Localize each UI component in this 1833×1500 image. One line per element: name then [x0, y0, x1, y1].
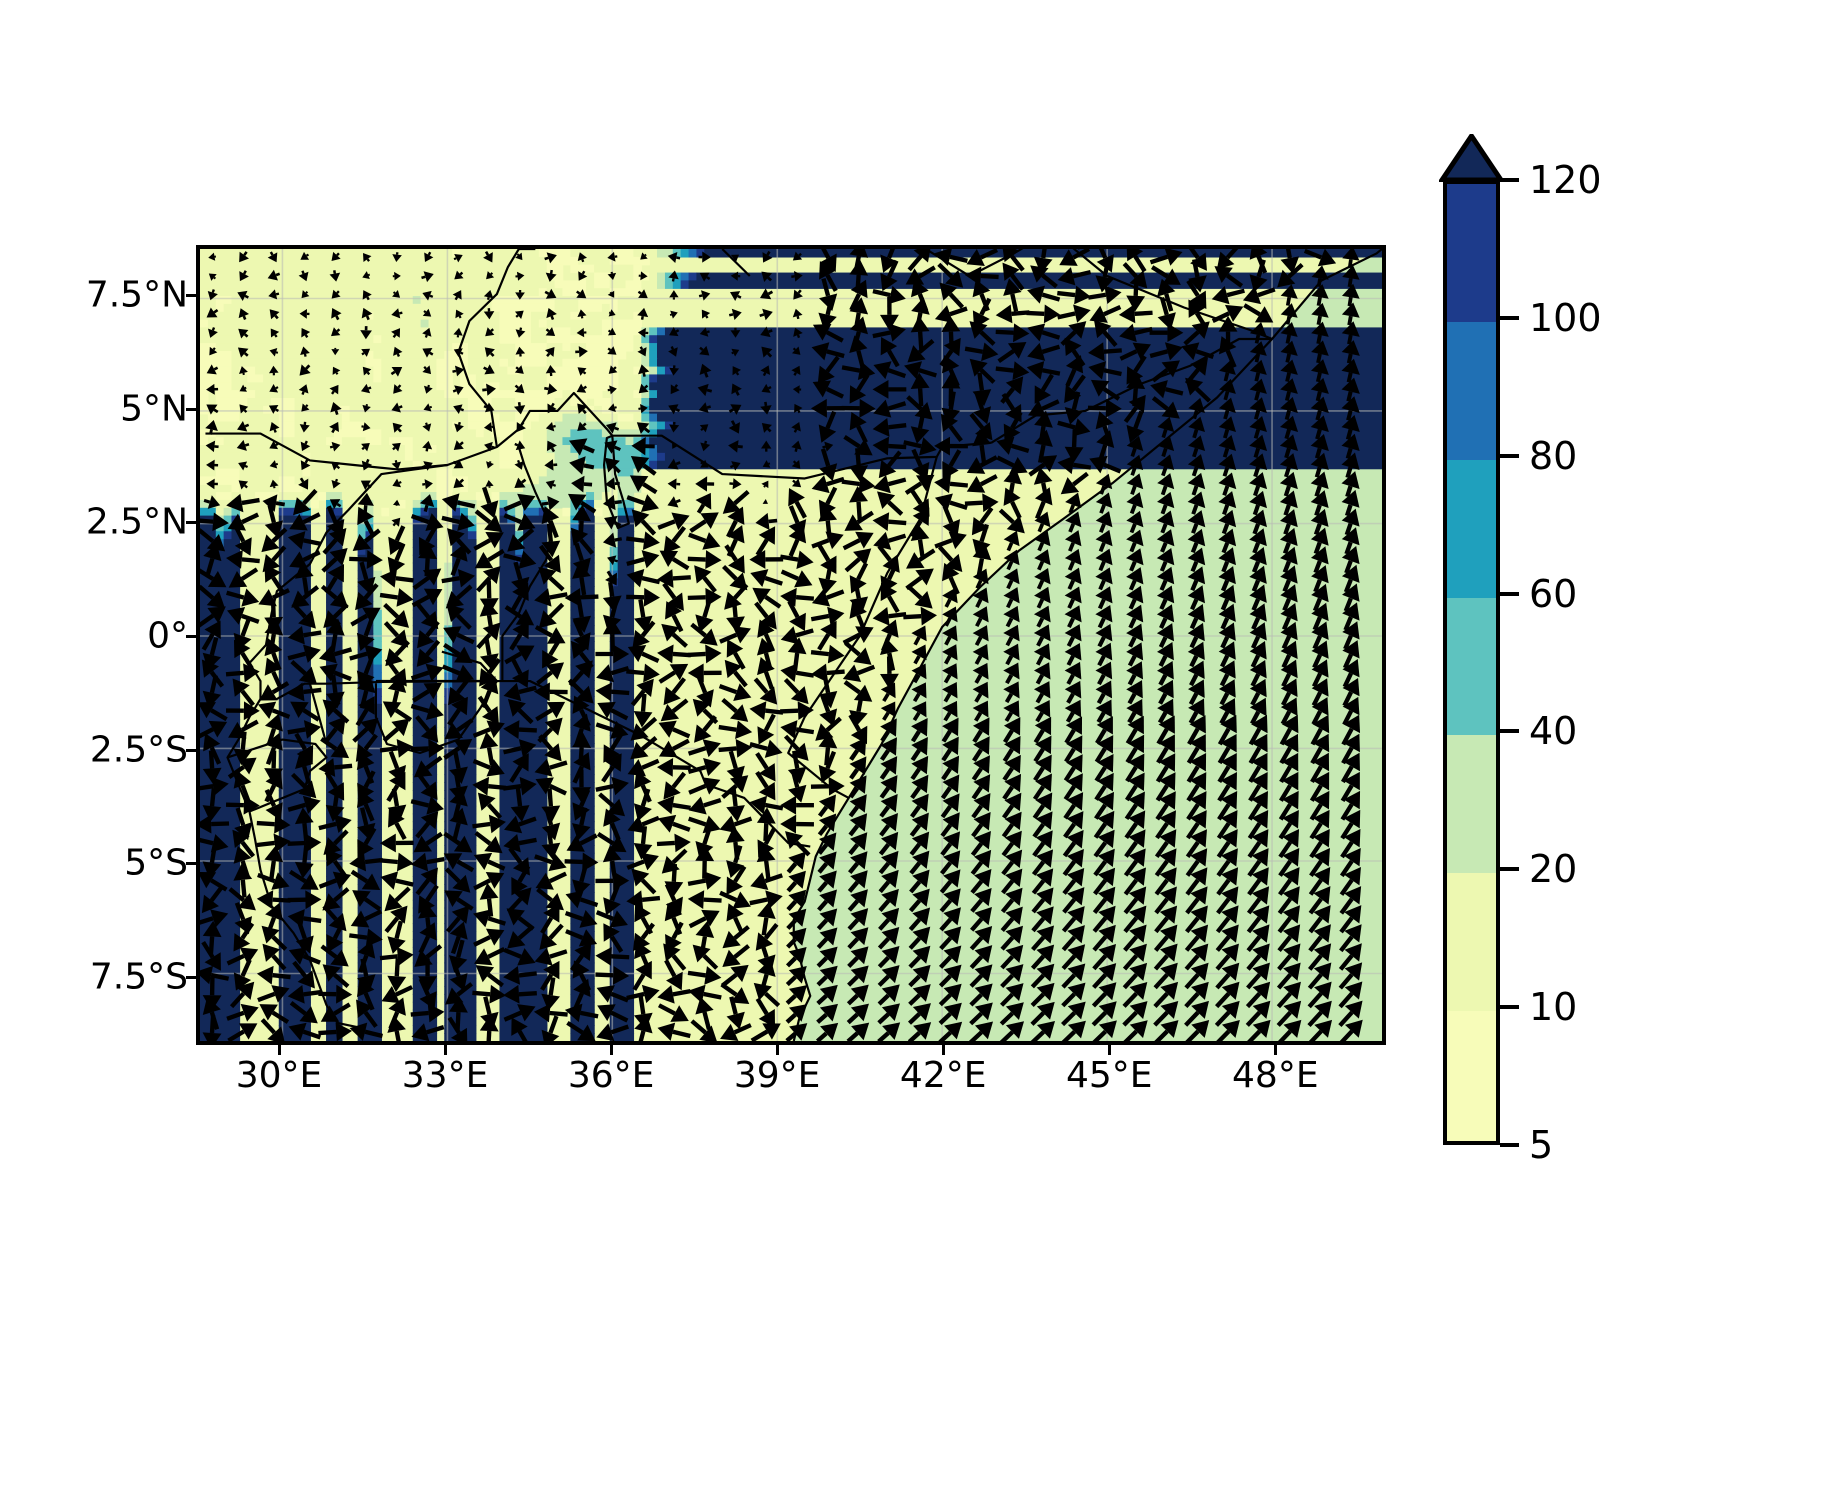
- map-plot-area: [196, 245, 1386, 1045]
- y-tick-label: 7.5°S: [89, 956, 188, 998]
- colorbar-tick-mark: [1500, 591, 1519, 596]
- x-tick-label: 39°E: [733, 1055, 821, 1096]
- colorbar-segment: [1447, 459, 1496, 599]
- colorbar-extend-arrow-icon: [1439, 134, 1504, 182]
- x-tick-mark: [942, 1045, 946, 1055]
- colorbar-segment: [1447, 184, 1496, 323]
- x-tick-mark: [1274, 1045, 1278, 1055]
- y-tick-label: 5°N: [120, 388, 188, 430]
- y-tick-mark: [186, 748, 196, 752]
- x-tick-label: 48°E: [1232, 1055, 1319, 1096]
- wind-quiver-layer: [200, 249, 1363, 1041]
- x-tick-mark: [278, 1045, 282, 1055]
- x-tick-label: 42°E: [899, 1055, 987, 1096]
- colorbar-tick-label: 80: [1529, 433, 1578, 478]
- y-tick-mark: [186, 862, 196, 866]
- x-tick-mark: [444, 1045, 448, 1055]
- x-tick-mark: [1108, 1045, 1112, 1055]
- colorbar-tick-label: 5: [1529, 1123, 1554, 1167]
- y-tick-label: 2.5°N: [85, 501, 188, 543]
- x-tick-label: 30°E: [235, 1055, 323, 1096]
- y-tick-mark: [186, 407, 196, 411]
- colorbar-segment: [1447, 321, 1496, 461]
- colorbar-tick-label: 100: [1529, 295, 1602, 340]
- colorbar-tick-mark: [1500, 1143, 1519, 1147]
- colorbar-segment: [1447, 1011, 1496, 1141]
- colorbar-gradient: [1443, 180, 1500, 1145]
- colorbar-tick-mark: [1500, 453, 1519, 458]
- y-tick-mark: [186, 634, 196, 638]
- y-tick-label: 2.5°S: [89, 729, 188, 771]
- y-tick-label: 5°S: [124, 842, 188, 884]
- colorbar-segment: [1447, 735, 1496, 875]
- colorbar-tick-mark: [1500, 1005, 1519, 1010]
- colorbar-tick-mark: [1500, 178, 1519, 182]
- colorbar-tick-mark: [1500, 867, 1519, 872]
- y-tick-label: 7.5°N: [85, 274, 188, 316]
- x-tick-mark: [776, 1045, 780, 1055]
- y-tick-mark: [186, 294, 196, 297]
- colorbar-tick-label: 10: [1529, 985, 1578, 1030]
- colorbar-tick-label: 60: [1529, 571, 1578, 616]
- colorbar-segment: [1447, 597, 1496, 737]
- colorbar-tick-label: 120: [1529, 158, 1602, 202]
- y-tick-mark: [186, 521, 196, 525]
- colorbar-segment: [1447, 873, 1496, 1012]
- colorbar: 120 100 80 60 40 20 10 5: [1439, 134, 1602, 1167]
- x-tick-mark: [610, 1045, 614, 1055]
- colorbar-tick-mark: [1500, 315, 1519, 320]
- colorbar-tick-label: 40: [1529, 709, 1578, 754]
- colorbar-tick-label: 20: [1529, 847, 1578, 892]
- colorbar-tick-mark: [1500, 729, 1519, 734]
- x-tick-label: 45°E: [1065, 1055, 1153, 1096]
- y-tick-label: 0°: [147, 615, 188, 657]
- x-tick-label: 33°E: [401, 1055, 489, 1096]
- x-tick-label: 36°E: [567, 1055, 655, 1096]
- y-tick-mark: [186, 975, 196, 979]
- wind-speed-map: [200, 249, 1382, 1041]
